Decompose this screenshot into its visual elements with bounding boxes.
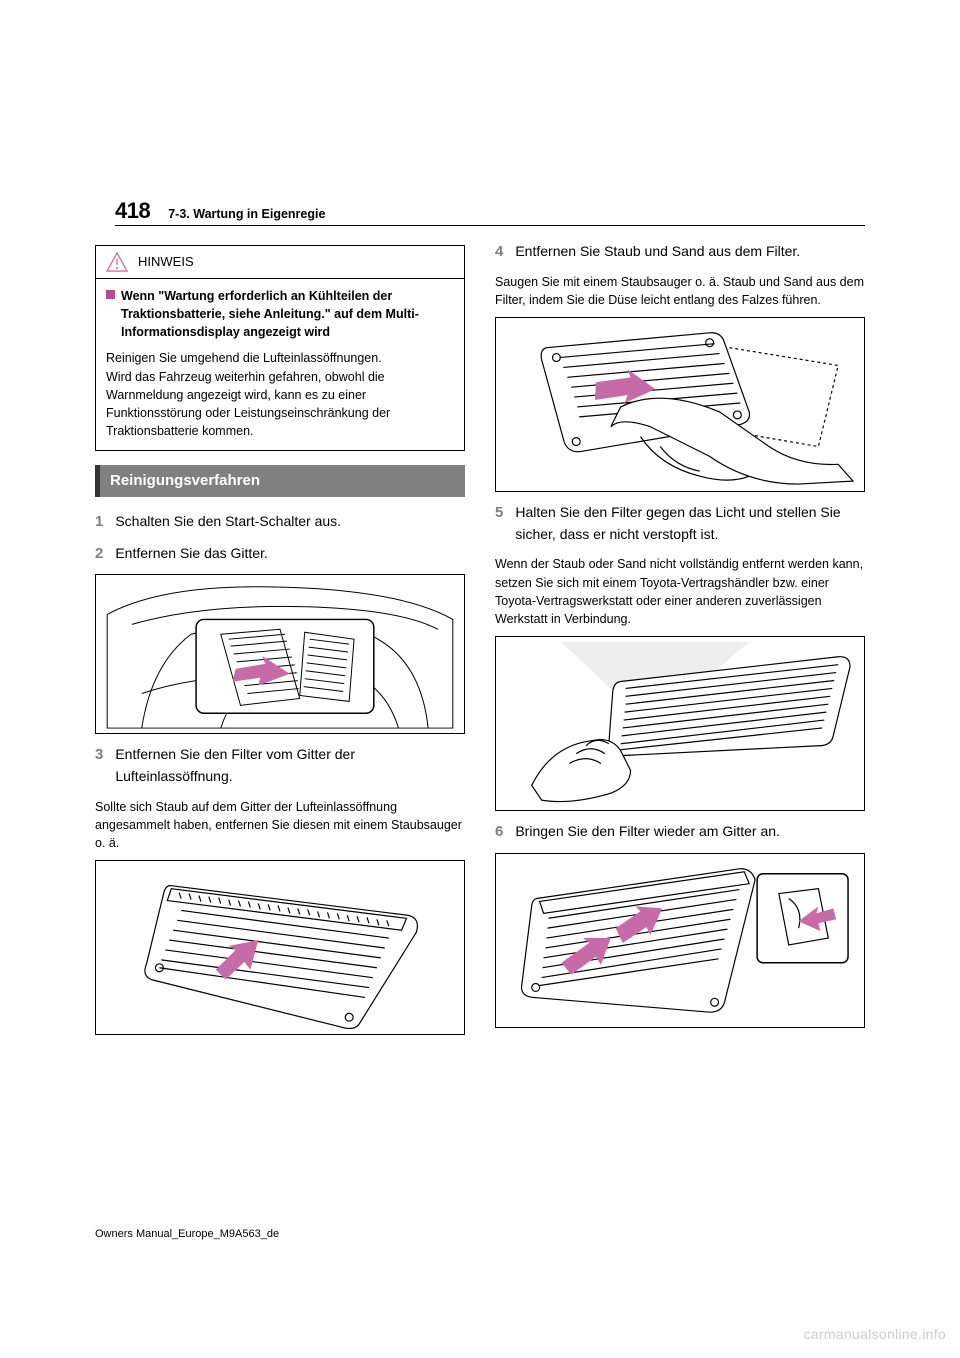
notice-body: Wenn "Wartung erforderlich an Kühlteilen…: [96, 279, 464, 450]
step-number: 6: [495, 821, 503, 843]
step-text: Halten Sie den Filter gegen das Licht un…: [515, 502, 865, 545]
step-2: 2 Entfernen Sie das Gitter.: [95, 543, 465, 565]
step-3-note: Sollte sich Staub auf dem Gitter der Luf…: [95, 798, 465, 852]
step-4-note: Saugen Sie mit einem Staubsauger o. ä. S…: [495, 273, 865, 309]
step-text: Schalten Sie den Start-Schalter aus.: [115, 511, 465, 533]
notice-text: Reinigen Sie umgehend die Lufteinlassöff…: [106, 349, 454, 440]
step-1: 1 Schalten Sie den Start-Schalter aus.: [95, 511, 465, 533]
page-number: 418: [115, 195, 150, 227]
step-5-note: Wenn der Staub oder Sand nicht vollständ…: [495, 555, 865, 628]
step-text: Bringen Sie den Filter wieder am Gitter …: [515, 821, 865, 843]
illustration-reinstall-filter: [495, 853, 865, 1028]
step-number: 2: [95, 543, 103, 565]
watermark: carmanualsonline.info: [804, 1324, 947, 1344]
section-heading: Reinigungsverfahren: [95, 465, 465, 497]
square-bullet-icon: [106, 290, 115, 299]
illustration-vacuum-filter: [495, 317, 865, 492]
illustration-remove-grille: [95, 574, 465, 734]
illustration-filter-from-grille: [95, 860, 465, 1035]
step-number: 4: [495, 241, 503, 263]
step-number: 3: [95, 744, 103, 787]
step-5: 5 Halten Sie den Filter gegen das Licht …: [495, 502, 865, 545]
illustration-filter-light: [495, 636, 865, 811]
footer-text: Owners Manual_Europe_M9A563_de: [95, 1227, 279, 1243]
notice-header: HINWEIS: [96, 246, 464, 279]
step-text: Entfernen Sie das Gitter.: [115, 543, 465, 565]
step-3: 3 Entfernen Sie den Filter vom Gitter de…: [95, 744, 465, 787]
header-rule: [115, 225, 865, 226]
step-number: 5: [495, 502, 503, 545]
section-path: 7-3. Wartung in Eigenregie: [168, 205, 325, 223]
notice-subtitle: Wenn "Wartung erforderlich an Kühlteilen…: [121, 287, 454, 341]
step-text: Entfernen Sie Staub und Sand aus dem Fil…: [515, 241, 865, 263]
notice-box: HINWEIS Wenn "Wartung erforderlich an Kü…: [95, 245, 465, 451]
warning-triangle-icon: [106, 252, 128, 272]
step-text: Entfernen Sie den Filter vom Gitter der …: [115, 744, 465, 787]
step-4: 4 Entfernen Sie Staub und Sand aus dem F…: [495, 241, 865, 263]
step-6: 6 Bringen Sie den Filter wieder am Gitte…: [495, 821, 865, 843]
step-number: 1: [95, 511, 103, 533]
notice-label: HINWEIS: [138, 253, 194, 272]
